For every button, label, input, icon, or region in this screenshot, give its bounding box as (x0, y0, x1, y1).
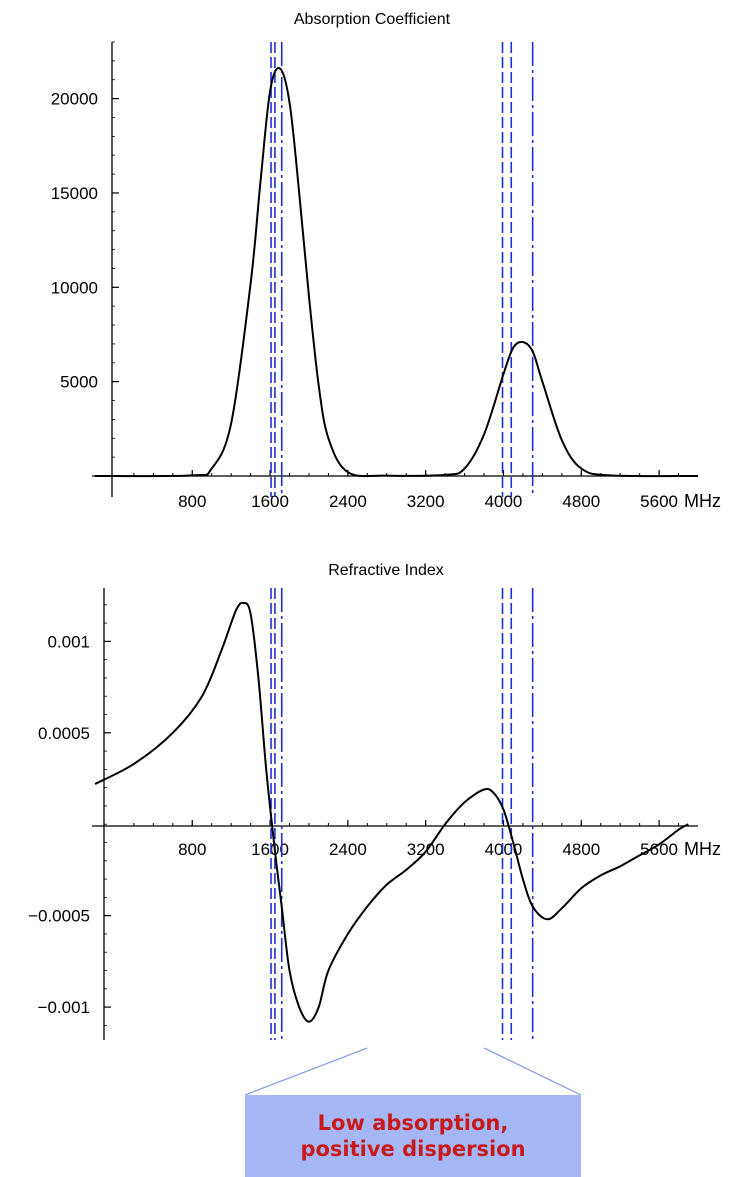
x-tick-label: 2400 (329, 492, 367, 511)
refractive-index-chart-title: Refractive Index (328, 562, 444, 579)
absorption-x-unit-label: MHz (684, 491, 721, 511)
x-tick-label: 2400 (329, 840, 367, 859)
y-tick-label: 0.0005 (38, 724, 90, 743)
annotation-line-2: positive dispersion (300, 1137, 526, 1161)
y-tick-label: 15000 (51, 184, 98, 203)
annotation-line-1: Low absorption, (317, 1111, 509, 1135)
refractive-index-x-unit-label: MHz (684, 839, 721, 859)
x-tick-label: 800 (178, 492, 206, 511)
x-tick-label: 800 (178, 840, 206, 859)
absorption-chart: Absorption Coefficient MHz 800 1600 2400 32… (51, 11, 721, 511)
data-series-line (94, 601, 689, 1023)
y-tick-label: 20000 (51, 90, 98, 109)
x-tick-label: 3200 (407, 840, 445, 859)
y-tick-label: −0.0005 (28, 907, 90, 926)
x-tick-label: 4800 (562, 840, 600, 859)
annotation-pointers (244, 1047, 582, 1096)
y-tick-label: −0.001 (38, 998, 90, 1017)
refractive-index-chart: Refractive Index MHz 800 1600 2400 3200 4000… (28, 562, 721, 1040)
y-tick-label: 10000 (51, 278, 98, 297)
absorption-chart-title: Absorption Coefficient (294, 11, 451, 28)
x-tick-label: 4800 (562, 492, 600, 511)
x-tick-label: 1600 (251, 492, 289, 511)
y-tick-label: 0.001 (47, 632, 90, 651)
annotation-box: Low absorption, positive dispersion (245, 1095, 581, 1177)
x-tick-label: 5600 (640, 492, 678, 511)
x-tick-label: 1600 (251, 840, 289, 859)
x-tick-label: 5600 (640, 840, 678, 859)
x-tick-label: 3200 (407, 492, 445, 511)
annotation-pointer-left (244, 1047, 368, 1096)
x-tick-label: 4000 (485, 492, 523, 511)
data-series-line (94, 67, 699, 478)
y-tick-label: 5000 (60, 373, 98, 392)
annotation-pointer-right (483, 1047, 582, 1096)
